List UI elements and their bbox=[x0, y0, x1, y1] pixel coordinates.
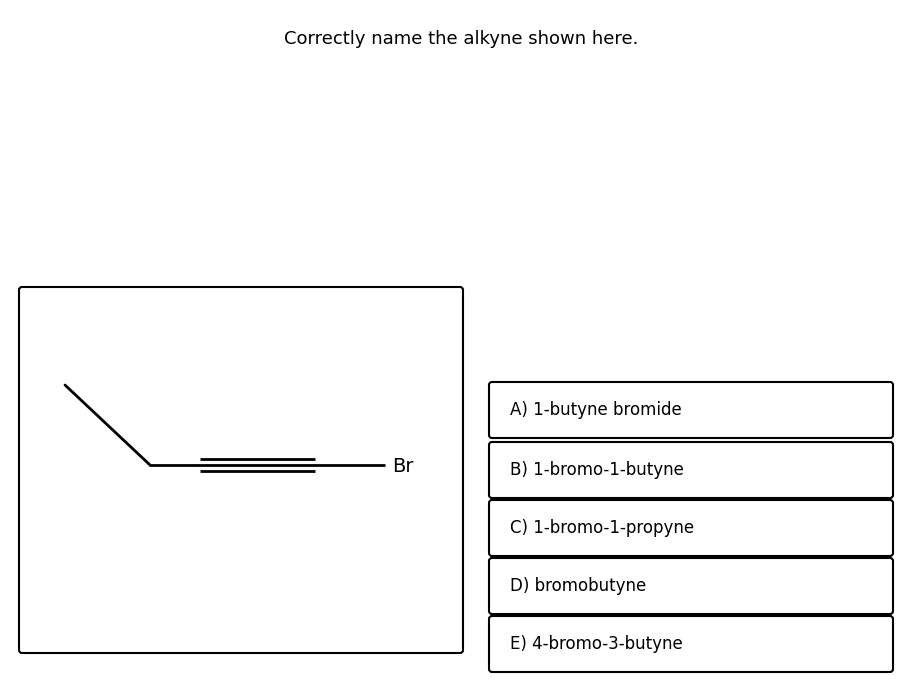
Text: C) 1-bromo-1-propyne: C) 1-bromo-1-propyne bbox=[510, 519, 694, 537]
FancyBboxPatch shape bbox=[489, 382, 893, 438]
FancyBboxPatch shape bbox=[19, 287, 463, 653]
FancyBboxPatch shape bbox=[489, 616, 893, 672]
FancyBboxPatch shape bbox=[489, 500, 893, 556]
FancyBboxPatch shape bbox=[489, 442, 893, 498]
Text: B) 1-bromo-1-butyne: B) 1-bromo-1-butyne bbox=[510, 461, 684, 479]
Text: A) 1-butyne bromide: A) 1-butyne bromide bbox=[510, 401, 682, 419]
Text: E) 4-bromo-3-butyne: E) 4-bromo-3-butyne bbox=[510, 635, 683, 653]
Text: D) bromobutyne: D) bromobutyne bbox=[510, 577, 646, 595]
Text: Correctly name the alkyne shown here.: Correctly name the alkyne shown here. bbox=[284, 30, 639, 48]
Text: Br: Br bbox=[392, 457, 414, 475]
FancyBboxPatch shape bbox=[489, 558, 893, 614]
